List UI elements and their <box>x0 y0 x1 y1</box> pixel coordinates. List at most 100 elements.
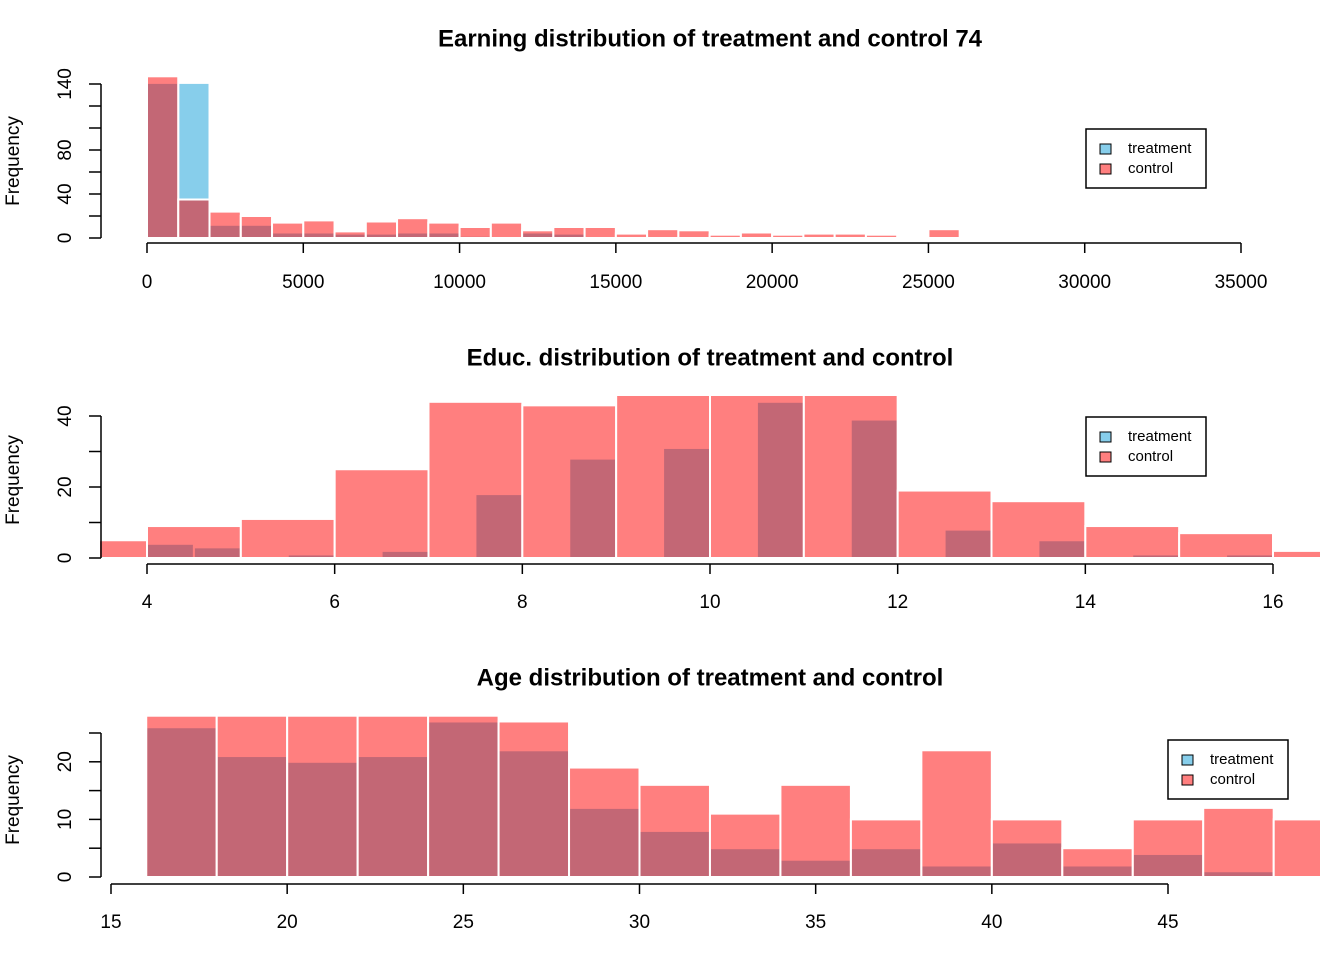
bar <box>239 215 274 239</box>
chart-title: Educ. distribution of treatment and cont… <box>467 344 954 371</box>
chart-title: Earning distribution of treatment and co… <box>438 25 983 52</box>
bar <box>146 525 242 559</box>
y-axis-label: Frequency <box>3 755 24 845</box>
bar <box>802 396 899 560</box>
bar <box>1272 549 1320 560</box>
legend-swatch <box>1099 143 1112 155</box>
legend-swatch <box>1099 431 1112 443</box>
bar <box>208 210 242 240</box>
bar <box>708 233 742 239</box>
bar <box>833 232 867 240</box>
bar <box>396 217 430 239</box>
legend-label: treatment <box>1210 751 1274 768</box>
bar <box>239 517 336 560</box>
x-tick-label: 12 <box>887 592 908 613</box>
legend-label: control <box>1210 771 1255 788</box>
plot-area <box>100 396 1320 560</box>
bar <box>1202 806 1275 879</box>
x-tick-label: 10 <box>699 592 720 613</box>
legend-swatch <box>1099 451 1112 463</box>
x-tick-label: 0 <box>142 272 153 293</box>
x-tick-label: 25000 <box>902 272 955 293</box>
x-tick-label: 25 <box>453 912 474 933</box>
bar <box>849 818 923 879</box>
bar <box>583 226 617 239</box>
bar <box>364 220 399 239</box>
legend-label: treatment <box>1128 140 1192 157</box>
x-tick-label: 20000 <box>746 272 799 293</box>
bar <box>215 716 289 878</box>
bar <box>489 221 524 240</box>
bar <box>333 230 367 239</box>
x-tick-label: 35 <box>805 912 826 933</box>
x-tick-label: 15 <box>100 912 121 933</box>
plot-area <box>146 75 961 240</box>
plot-area <box>145 716 1320 879</box>
y-tick-label: 20 <box>55 476 76 497</box>
x-tick-label: 5000 <box>282 272 324 293</box>
bar <box>145 716 218 878</box>
bar <box>427 400 524 559</box>
legend-box <box>1085 128 1207 189</box>
y-tick-label: 140 <box>55 68 76 100</box>
bar <box>1272 818 1320 879</box>
y-tick-label: 0 <box>55 233 76 244</box>
y-tick-label: 80 <box>55 139 76 160</box>
bar <box>356 716 430 878</box>
x-tick-label: 16 <box>1262 592 1283 613</box>
bar <box>1061 847 1134 879</box>
bar <box>920 749 993 879</box>
y-axis-label: Frequency <box>3 435 24 525</box>
x-tick-label: 8 <box>517 592 528 613</box>
bar <box>286 716 359 878</box>
y-tick-label: 0 <box>55 872 76 883</box>
bar <box>779 783 852 879</box>
chart-title: Age distribution of treatment and contro… <box>477 664 944 691</box>
bar <box>990 818 1064 879</box>
bar <box>497 720 571 878</box>
legend-box <box>1167 739 1289 800</box>
bar <box>552 226 586 239</box>
bar <box>927 228 961 239</box>
bar <box>521 404 618 559</box>
bar <box>177 198 211 239</box>
bar <box>146 75 180 239</box>
x-tick-label: 30000 <box>1058 272 1111 293</box>
bar <box>708 812 782 879</box>
x-tick-label: 6 <box>329 592 340 613</box>
legend-label: control <box>1128 160 1173 177</box>
legend-swatch <box>1181 754 1194 766</box>
bar <box>521 229 555 240</box>
x-tick-label: 35000 <box>1215 272 1268 293</box>
y-tick-label: 10 <box>55 809 76 830</box>
y-tick-label: 40 <box>55 405 76 426</box>
x-tick-label: 40 <box>981 912 1002 933</box>
bar <box>677 229 711 240</box>
legend-swatch <box>1181 774 1194 786</box>
x-tick-label: 4 <box>142 592 153 613</box>
y-axis-label: Frequency <box>3 116 24 206</box>
x-tick-label: 45 <box>1157 912 1178 933</box>
legend-swatch <box>1099 163 1112 175</box>
bar <box>568 766 641 878</box>
bar <box>333 468 430 559</box>
bar <box>771 233 805 239</box>
bar <box>1084 525 1181 559</box>
bar <box>1178 532 1274 560</box>
bar <box>864 233 899 239</box>
bar <box>638 783 711 879</box>
bar <box>1131 818 1205 879</box>
y-tick-label: 0 <box>55 553 76 564</box>
bar <box>896 489 993 559</box>
y-tick-label: 20 <box>55 751 76 772</box>
legend-label: control <box>1128 448 1173 465</box>
x-tick-label: 15000 <box>589 272 642 293</box>
x-tick-label: 10000 <box>433 272 486 293</box>
y-tick-label: 40 <box>55 183 76 204</box>
bar <box>458 226 492 239</box>
legend-box <box>1085 416 1207 477</box>
bar <box>802 232 836 240</box>
x-tick-label: 20 <box>277 912 298 933</box>
bar <box>302 219 336 239</box>
